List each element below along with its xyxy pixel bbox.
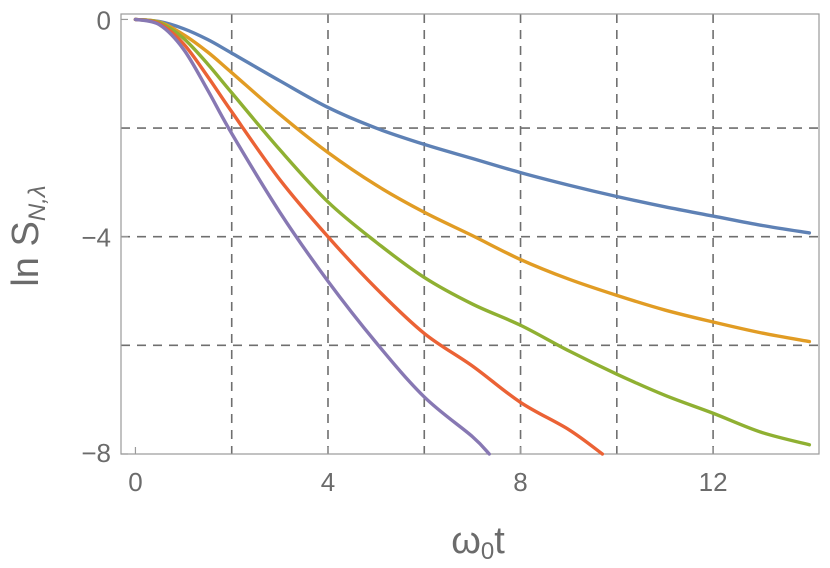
x-tick-label: 8 — [513, 467, 527, 497]
x-axis-title: ω0t — [451, 520, 505, 565]
y-tick-label: −4 — [81, 223, 111, 253]
x-axis-title-sub: 0 — [481, 538, 494, 565]
y-axis-title-sub: N,λ — [24, 185, 51, 221]
x-tick-label: 4 — [321, 467, 335, 497]
grid-layer — [121, 14, 819, 454]
series-line-curve-1 — [133, 17, 812, 235]
y-tick-label: 0 — [97, 5, 111, 35]
tick-layer — [121, 18, 714, 455]
y-axis-title: ln SN,λ — [5, 185, 51, 286]
series-layer — [133, 17, 812, 456]
y-axis-title-main: ln S — [5, 221, 47, 286]
x-tick-label: 12 — [699, 467, 728, 497]
series-line-curve-3 — [133, 17, 812, 447]
x-tick-label: 0 — [128, 467, 142, 497]
y-tick-label: −8 — [81, 438, 111, 468]
x-axis-title-rest: t — [494, 520, 505, 562]
x-axis-title-main: ω — [451, 520, 481, 562]
series-line-curve-4 — [133, 17, 605, 456]
series-line-curve-5 — [133, 17, 491, 456]
label-layer: 0 4 8 12 0 −4 −8 — [81, 5, 727, 497]
plot-frame — [120, 13, 820, 455]
series-line-curve-2 — [133, 17, 812, 344]
